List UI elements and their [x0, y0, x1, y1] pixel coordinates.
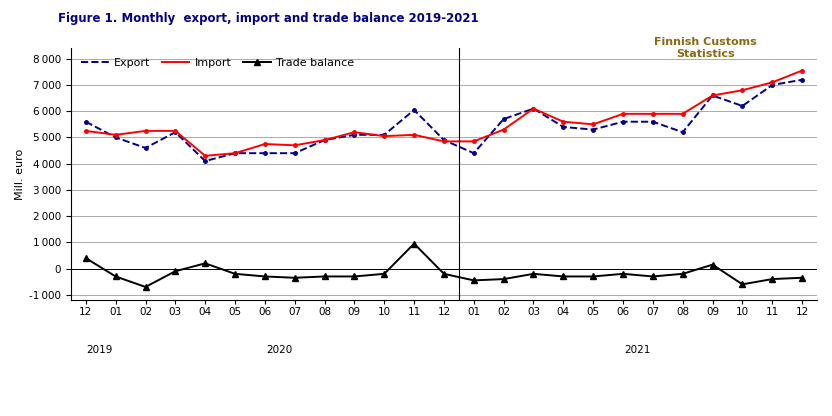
Text: Finnish Customs
Statistics: Finnish Customs Statistics: [655, 37, 757, 59]
Text: 2019: 2019: [86, 345, 112, 355]
Legend: Export, Import, Trade balance: Export, Import, Trade balance: [77, 54, 359, 73]
Text: 2020: 2020: [267, 345, 293, 355]
Text: 2021: 2021: [625, 345, 651, 355]
Y-axis label: Mill. euro: Mill. euro: [15, 149, 25, 200]
Text: Figure 1. Monthly  export, import and trade balance 2019-2021: Figure 1. Monthly export, import and tra…: [58, 12, 479, 25]
